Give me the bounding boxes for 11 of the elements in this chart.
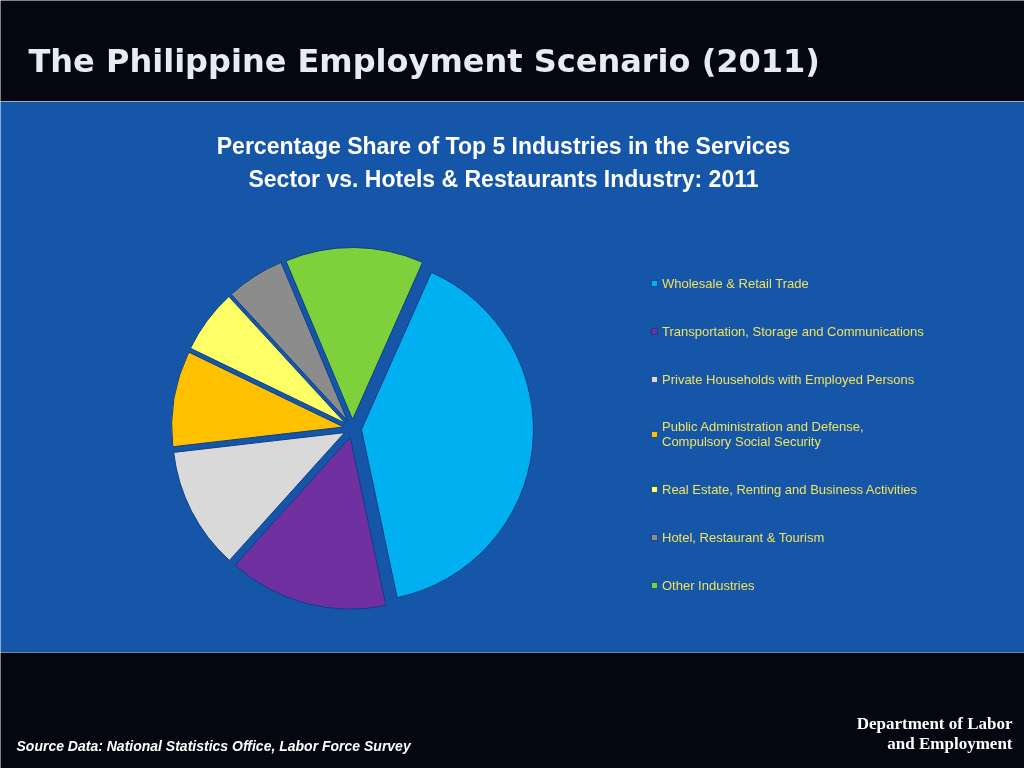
legend-label: Private Households with Employed Persons bbox=[662, 371, 915, 387]
chart-title: The Philippine Employment Scenario (2011) bbox=[28, 41, 820, 80]
chart-subtitle: Percentage Share of Top 5 Industries in the Services Sector vs. Hotels & Restaurants Industry: 2011 bbox=[216, 133, 791, 192]
legend-label: Transportation, Storage and Communications bbox=[662, 323, 924, 339]
legend-label: Hotel, Restaurant & Tourism bbox=[662, 529, 825, 545]
source-note: Source Data: National Statistics Office, Labor Force Survey bbox=[16, 737, 412, 754]
text: Department of Labor and Employment bbox=[856, 713, 1013, 754]
legend-label: Real Estate, Renting and Business Activities bbox=[662, 481, 918, 497]
legend-label: Other Industries bbox=[662, 577, 755, 593]
legend-label: Public Administration and Defense, Compulsory Social Security bbox=[662, 419, 864, 449]
legend-label: Wholesale & Retail Trade bbox=[662, 275, 809, 291]
